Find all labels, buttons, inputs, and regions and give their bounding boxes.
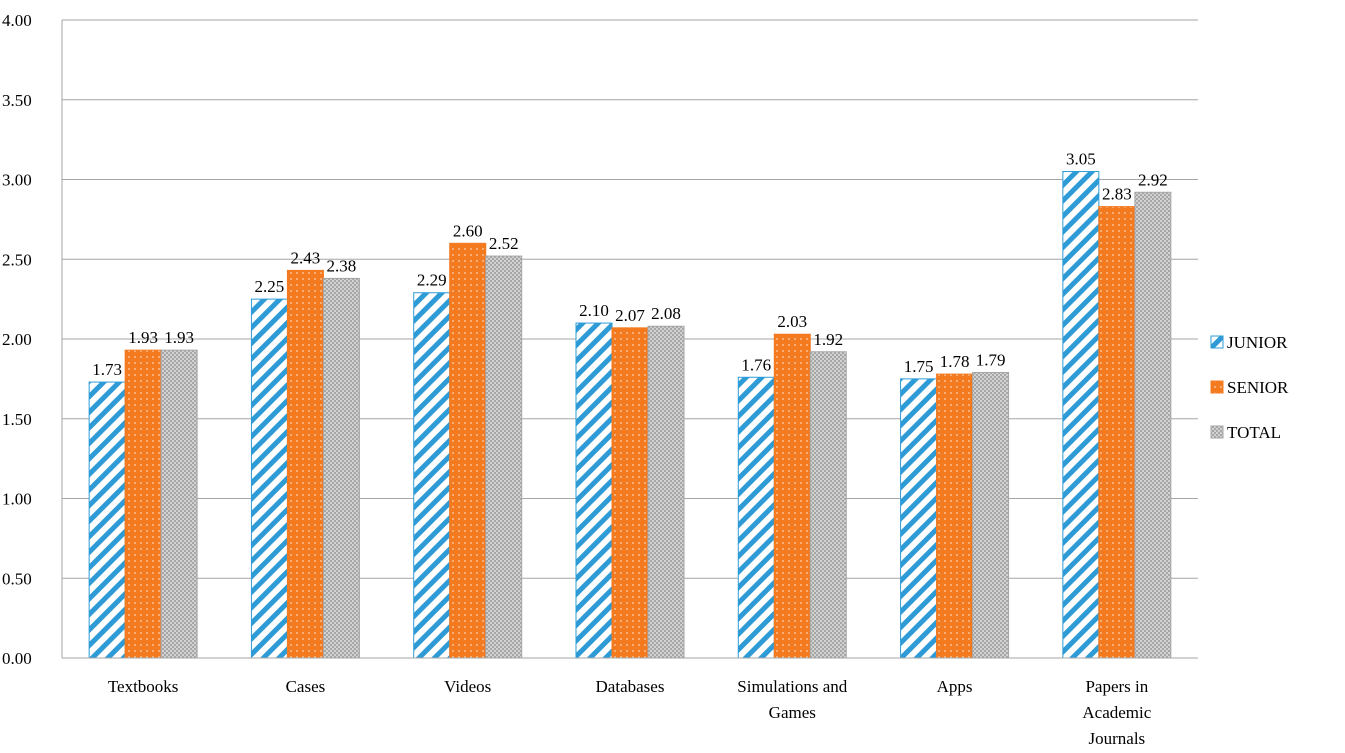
x-category-label: Textbooks [108,677,179,696]
data-label-total: 1.79 [976,350,1006,369]
bar-junior [737,376,775,659]
y-tick-label: 0.50 [2,569,32,588]
bar-junior [413,292,451,659]
data-label-junior: 1.73 [92,360,122,379]
y-tick-label: 1.00 [2,490,32,509]
legend: JUNIOR SENIOR TOTAL [1210,333,1289,442]
data-label-junior: 2.29 [417,271,447,290]
data-label-total: 1.93 [164,328,194,347]
data-labels: 1.73 1.93 1.93 2.25 2.43 2.38 2.29 2.60 2.52 2.10… [92,150,1167,380]
legend-swatch-total [1210,425,1224,439]
bar-senior [773,333,811,659]
bars [88,171,1172,659]
legend-label-total: TOTAL [1227,423,1281,442]
data-label-senior: 2.03 [777,312,807,331]
data-label-senior: 1.78 [940,352,970,371]
bar-total [647,325,685,659]
data-label-junior: 1.75 [904,357,934,376]
bar-senior [936,373,974,659]
x-category-label: Papers in Academic Journals [1082,677,1151,748]
bar-total [485,255,523,659]
bar-total [322,277,360,659]
data-label-total: 2.52 [489,234,519,253]
x-category-label: Videos [444,677,491,696]
y-tick-label: 1.50 [2,410,32,429]
legend-swatch-junior [1210,335,1224,349]
bar-junior [250,298,288,659]
data-label-total: 2.38 [327,256,357,275]
bar-total [160,349,198,659]
axes [61,20,1198,659]
bar-total [1134,191,1172,659]
bar-junior [1062,171,1100,659]
data-label-senior: 2.60 [453,221,483,240]
data-label-total: 2.08 [651,304,681,323]
data-label-junior: 2.25 [255,277,285,296]
data-label-senior: 2.07 [615,306,645,325]
bar-senior [124,349,162,659]
bar-senior [1098,206,1136,659]
x-category-label: Databases [596,677,665,696]
bar-senior [286,269,324,659]
legend-swatch-senior [1210,380,1224,394]
legend-label-senior: SENIOR [1227,378,1289,397]
bar-senior [449,242,487,659]
x-category-label: Simulations and Games [737,677,848,722]
y-tick-label: 3.00 [2,171,32,190]
x-axis-category-labels: Textbooks Cases Videos Databases Simulations… [108,677,1152,748]
y-tick-label: 0.00 [2,649,32,668]
bar-junior [575,322,613,659]
data-label-junior: 1.76 [741,355,771,374]
data-label-senior: 2.83 [1102,185,1132,204]
x-category-label: Cases [286,677,326,696]
data-label-senior: 2.43 [291,248,321,267]
data-label-total: 1.92 [813,330,843,349]
legend-label-junior: JUNIOR [1227,333,1288,352]
data-label-senior: 1.93 [128,328,158,347]
y-tick-label: 3.50 [2,91,32,110]
y-tick-label: 4.00 [2,11,32,30]
bar-total [972,371,1010,659]
x-category-label: Apps [937,677,973,696]
data-label-junior: 2.10 [579,301,609,320]
data-label-junior: 3.05 [1066,150,1096,169]
y-tick-label: 2.50 [2,250,32,269]
y-tick-label: 2.00 [2,330,32,349]
data-label-total: 2.92 [1138,170,1168,189]
bar-junior [900,378,938,659]
y-axis-tick-labels: 0.00 0.50 1.00 1.50 2.00 2.50 3.00 3.50 4.00 [2,11,32,668]
bar-senior [611,327,649,659]
bar-total [809,351,847,659]
bar-junior [88,381,126,659]
